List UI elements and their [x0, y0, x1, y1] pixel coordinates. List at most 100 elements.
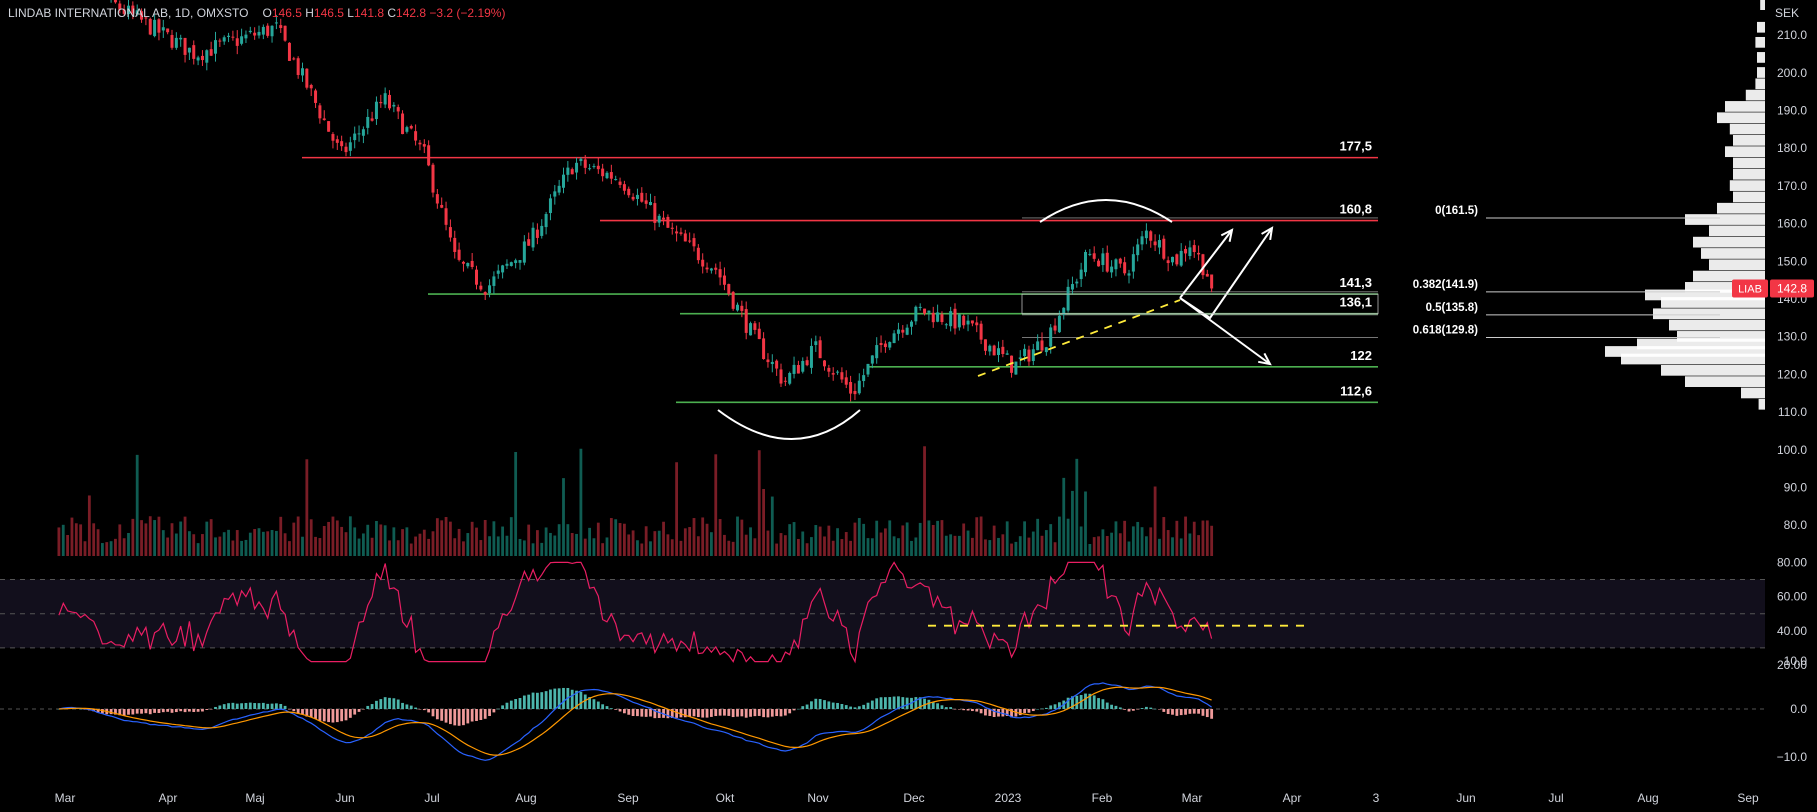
macd-histogram-bar	[905, 697, 909, 709]
profile-bar	[1653, 308, 1765, 320]
macd-histogram-bar	[1105, 702, 1109, 709]
volume-bar	[501, 526, 504, 556]
candle-body	[274, 22, 278, 24]
volume-bar	[753, 538, 757, 556]
symbol-title: LINDAB INTERNATIONAL AB, 1D, OMXSTO	[8, 6, 249, 20]
candle-body	[457, 249, 461, 260]
volume-bar	[470, 521, 474, 556]
macd-histogram-bar	[984, 709, 987, 716]
volume-bar	[875, 520, 879, 556]
volume-bar	[449, 521, 452, 556]
high-value: 146.5	[313, 6, 344, 20]
drawings	[717, 199, 1379, 440]
cup-arc	[717, 409, 861, 440]
volume-bar	[927, 520, 931, 556]
macd-histogram-bar	[1058, 702, 1061, 709]
candle-body	[431, 164, 435, 193]
candle-body	[714, 267, 718, 270]
macd-histogram-bar	[322, 709, 326, 722]
candle-body	[448, 227, 452, 238]
macd-histogram-bar	[818, 699, 822, 709]
profile-bar	[1709, 225, 1765, 237]
volume-bar	[988, 540, 992, 556]
candle-body	[814, 341, 818, 345]
macd-histogram-bar	[1192, 709, 1196, 714]
volume-bar	[518, 538, 522, 556]
volume-bar	[949, 534, 953, 556]
candle-body	[388, 94, 391, 109]
volume-bar	[623, 523, 626, 556]
profile-bar	[1741, 387, 1765, 399]
macd-histogram-bar	[897, 696, 900, 709]
volume-bar	[1175, 520, 1179, 556]
candle-body	[601, 168, 605, 177]
candle-body	[209, 49, 213, 56]
volume-bar	[944, 535, 948, 556]
macd-histogram-bar	[810, 701, 813, 709]
candle-body	[1040, 340, 1044, 351]
time-axis: Mar Apr Maj Jun Jul Aug Sep Okt Nov Dec 2023 Feb Mar…	[55, 791, 1759, 805]
volume-bar	[183, 516, 187, 556]
macd-histogram-bar	[522, 695, 526, 709]
macd-histogram-bar	[801, 706, 805, 709]
macd-histogram-bar	[353, 709, 357, 715]
macd-histogram-bar	[1027, 709, 1031, 713]
change-value: −3.2 (−2.19%)	[429, 6, 506, 20]
volume-bar	[509, 517, 513, 556]
volume-bar	[1001, 534, 1005, 556]
candle-body	[535, 229, 539, 238]
candle-body	[492, 276, 496, 286]
volume-bar	[1062, 477, 1066, 556]
profile-bar	[1605, 346, 1765, 357]
candle-body	[618, 181, 622, 185]
macd-histogram-bar	[1010, 709, 1013, 718]
fib-label: 0(161.5)	[1435, 205, 1478, 217]
macd-histogram-bar	[1145, 706, 1148, 709]
volume-bar	[70, 517, 74, 556]
macd-histogram-bar	[1184, 709, 1187, 715]
macd-histogram-bar	[205, 709, 209, 710]
volume-bar	[422, 529, 426, 556]
candle-body	[166, 28, 170, 33]
macd-histogram-bar	[166, 709, 170, 712]
volume-bar	[1027, 537, 1031, 556]
price-tick-label: 180.0	[1777, 141, 1807, 155]
candle-body	[1157, 240, 1161, 248]
macd-histogram-bar	[605, 706, 609, 709]
candle-body	[979, 323, 983, 340]
macd-histogram-bar	[1023, 709, 1026, 714]
volume-bar	[270, 530, 274, 556]
candle-body	[849, 382, 853, 394]
volume-bar	[696, 536, 700, 556]
price-tick-label: 90.0	[1784, 481, 1808, 495]
profile-bar	[1755, 36, 1765, 48]
macd-histogram-bar	[466, 709, 470, 724]
macd-histogram-bar	[292, 709, 296, 712]
time-tick-label: Dec	[903, 791, 924, 805]
volume-bar	[370, 537, 374, 556]
candle-body	[749, 323, 753, 336]
candle-body	[309, 84, 313, 89]
volume-bar	[257, 528, 261, 556]
profile-bar	[1685, 282, 1765, 293]
price-tag	[1770, 279, 1814, 298]
candle-body	[853, 391, 857, 395]
candle-body	[927, 310, 931, 313]
macd-histogram-bar	[196, 709, 200, 712]
volume-bar	[288, 541, 291, 556]
ticker-tag	[1732, 279, 1768, 298]
macd-histogram-bar	[409, 705, 413, 709]
volume-bar	[140, 520, 143, 556]
volume-bar	[505, 535, 509, 556]
volume-bar	[779, 533, 783, 556]
candle-body	[287, 42, 291, 61]
candle-body	[1136, 244, 1140, 256]
volume-bar	[723, 534, 726, 556]
profile-bar	[1669, 319, 1765, 331]
price-tick-label: 190.0	[1777, 104, 1807, 118]
candle-body	[892, 333, 896, 344]
profile-bar	[1621, 353, 1765, 365]
candle-body	[479, 285, 483, 290]
candle-body	[770, 361, 774, 365]
